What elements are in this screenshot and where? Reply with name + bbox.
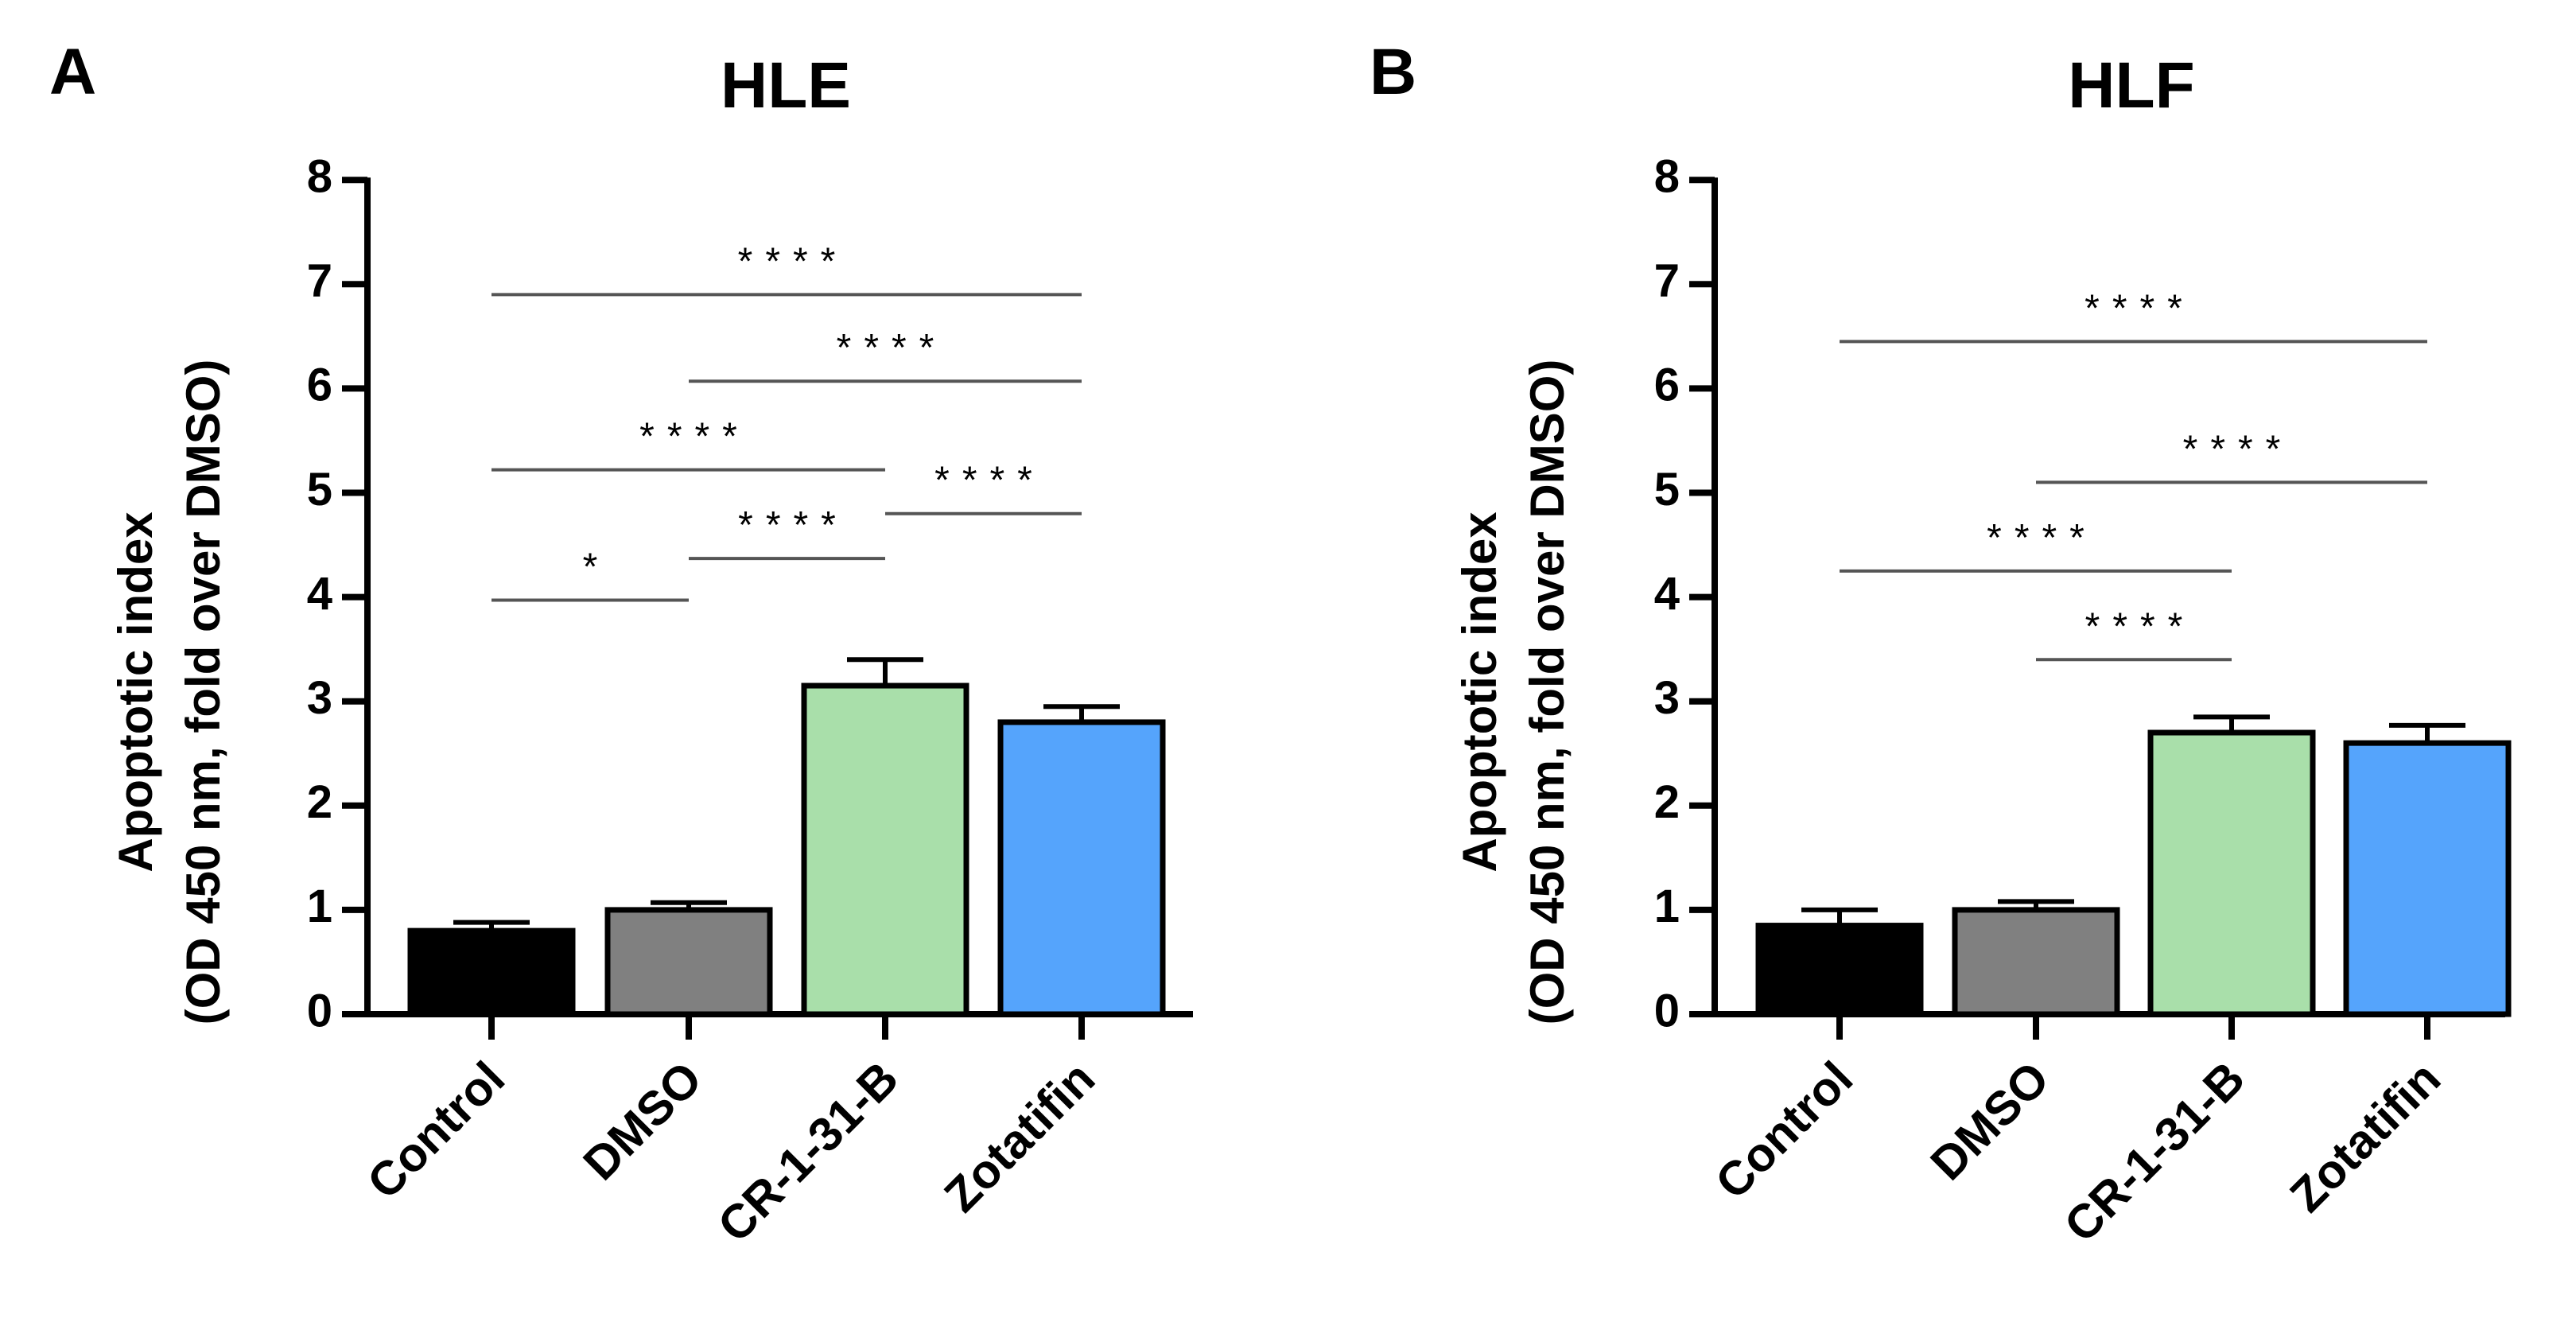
chart-title: HLE: [721, 49, 851, 122]
significance-label: ****: [2085, 605, 2196, 647]
significance-label: ****: [837, 327, 947, 369]
y-tick-label: 5: [307, 464, 332, 515]
y-tick-label: 6: [307, 360, 332, 411]
panel-letter: B: [1370, 36, 1416, 108]
y-tick-label: 5: [1654, 464, 1680, 515]
x-tick-label: CR-1-31-B: [708, 1052, 908, 1252]
bar-dmso: [604, 907, 773, 1017]
y-tick-label: 4: [307, 568, 332, 620]
y-axis-label: Apoptotic index: [109, 511, 162, 872]
bar-control: [1755, 923, 1924, 1017]
bar-zotatifin: [997, 719, 1166, 1017]
y-axis-label: (OD 450 nm, fold over DMSO): [177, 360, 230, 1025]
significance-label: ****: [738, 504, 849, 546]
y-axis-label: Apoptotic index: [1453, 511, 1506, 872]
significance-label: ****: [2085, 287, 2195, 329]
chart-title: HLF: [2068, 49, 2194, 122]
y-tick-label: 2: [1654, 776, 1680, 828]
y-tick-label: 7: [1654, 255, 1680, 307]
x-tick-label: Zotatifin: [2280, 1052, 2451, 1223]
bar-dmso: [1952, 907, 2120, 1017]
x-tick-label: Zotatifin: [934, 1052, 1105, 1223]
chart-panel-a: A HLE Apoptotic index (OD 450 nm, fold over…: [49, 36, 1193, 1252]
y-tick-label: 0: [307, 985, 332, 1036]
significance-label: ****: [1987, 517, 2097, 559]
bar-zotatifin: [2343, 740, 2512, 1017]
bar-cr-1-31-b: [801, 682, 969, 1017]
y-tick-label: 8: [1654, 151, 1680, 203]
x-tick-label: DMSO: [1921, 1052, 2060, 1191]
significance-label: ****: [2183, 428, 2294, 470]
y-tick-label: 4: [1654, 568, 1680, 620]
x-tick-label: Control: [357, 1052, 515, 1209]
y-tick-label: 7: [307, 255, 332, 307]
x-tick-label: CR-1-31-B: [2054, 1052, 2255, 1252]
y-tick-label: 2: [307, 776, 332, 828]
y-tick-label: 6: [1654, 360, 1680, 411]
y-tick-label: 8: [307, 151, 332, 203]
y-tick-label: 0: [1654, 985, 1680, 1036]
y-axis-label: (OD 450 nm, fold over DMSO): [1521, 360, 1574, 1025]
bar-cr-1-31-b: [2147, 729, 2316, 1017]
panel-letter: A: [49, 36, 96, 108]
chart-panel-b: B HLF Apoptotic index (OD 450 nm, fold over…: [1370, 36, 2512, 1252]
y-tick-label: 1: [1654, 881, 1680, 932]
bar-control: [407, 927, 576, 1017]
significance-label: ****: [738, 240, 849, 282]
y-tick-label: 3: [1654, 672, 1680, 724]
significance-label: ****: [934, 460, 1045, 502]
x-tick-label: Control: [1705, 1052, 1863, 1209]
significance-label: ****: [639, 416, 750, 458]
y-tick-label: 1: [307, 881, 332, 932]
y-tick-label: 3: [307, 672, 332, 724]
significance-label: *: [583, 546, 611, 589]
x-tick-label: DMSO: [573, 1052, 713, 1191]
